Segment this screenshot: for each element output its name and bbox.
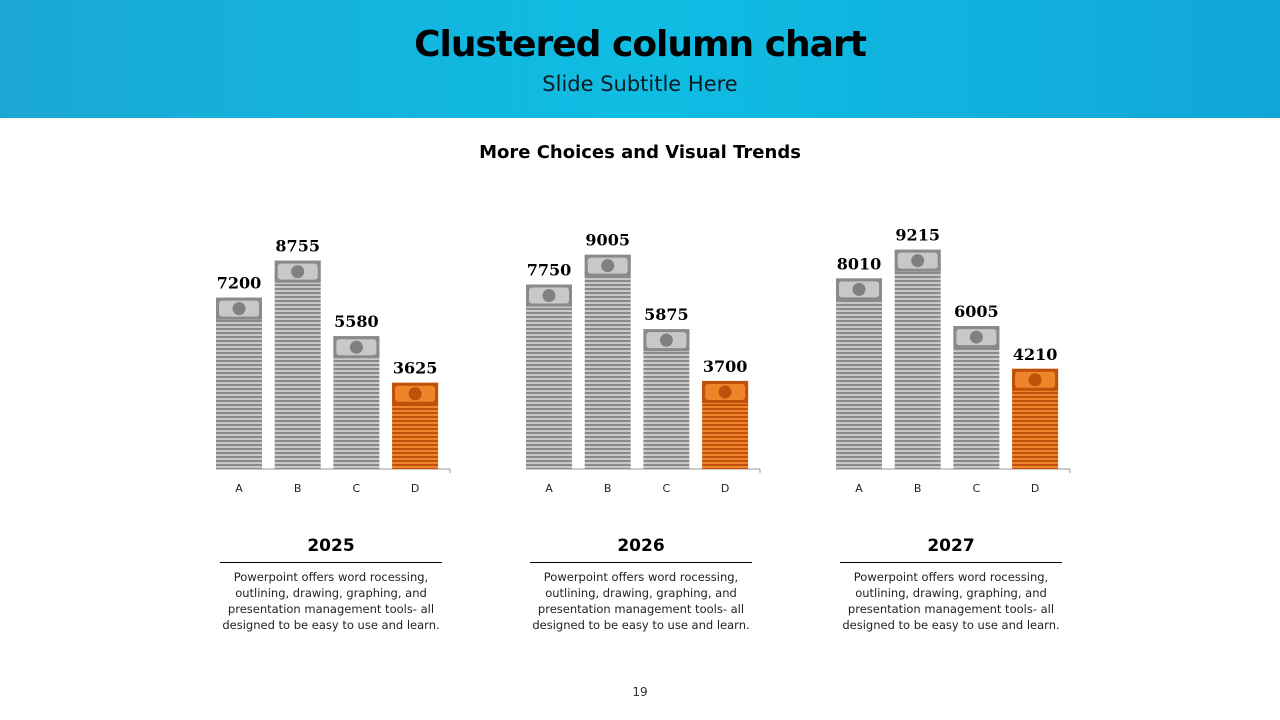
category-label: A — [235, 482, 243, 495]
panel-text: Powerpoint offers word rocessing, outlin… — [842, 570, 1060, 632]
bar — [953, 326, 1000, 469]
category-label: A — [545, 482, 553, 495]
bar — [333, 336, 380, 469]
bill-coin-icon — [911, 254, 925, 268]
panel-year: 2025 — [307, 536, 355, 556]
bill-coin-icon — [852, 282, 866, 296]
category-label: D — [411, 482, 419, 495]
category-label: C — [973, 482, 981, 495]
category-label: A — [855, 482, 863, 495]
data-label: 8010 — [837, 254, 882, 273]
bar — [894, 249, 941, 469]
data-label: 7200 — [217, 274, 262, 293]
data-label: 7750 — [527, 261, 572, 280]
bill-coin-icon — [1028, 373, 1042, 387]
bill-coin-icon — [349, 340, 363, 354]
chart-title: More Choices and Visual Trends — [479, 142, 801, 163]
header-banner: Clustered column chart Slide Subtitle He… — [0, 0, 1280, 118]
data-label: 3625 — [393, 359, 438, 378]
bar — [836, 278, 882, 469]
panel-text: Powerpoint offers word rocessing, outlin… — [222, 570, 440, 632]
category-label: C — [353, 482, 361, 495]
category-label: B — [914, 482, 922, 495]
data-label: 9215 — [895, 226, 940, 245]
divider — [530, 562, 752, 563]
data-label: 3700 — [703, 357, 748, 376]
bill-coin-icon — [969, 330, 983, 344]
divider — [840, 562, 1062, 563]
bill-coin-icon — [291, 265, 305, 279]
bill-coin-icon — [232, 302, 246, 316]
data-label: 4210 — [1013, 345, 1058, 364]
category-label: B — [604, 482, 612, 495]
panel-text: Powerpoint offers word rocessing, outlin… — [532, 570, 750, 632]
data-label: 8755 — [275, 237, 320, 256]
page-number: 19 — [632, 685, 648, 699]
bill-coin-icon — [601, 259, 615, 273]
slide-subtitle: Slide Subtitle Here — [542, 72, 738, 96]
data-label: 6005 — [954, 302, 999, 321]
data-label: 5580 — [334, 312, 379, 331]
bar — [643, 329, 690, 469]
bill-coin-icon — [542, 289, 556, 303]
data-label: 9005 — [585, 231, 630, 250]
bar — [526, 284, 572, 469]
bar — [584, 254, 631, 469]
bill-coin-icon — [659, 333, 673, 347]
category-label: B — [294, 482, 302, 495]
bill-coin-icon — [408, 387, 422, 401]
data-label: 5875 — [644, 305, 689, 324]
panel-year: 2026 — [617, 536, 665, 556]
bar — [216, 297, 262, 469]
divider — [220, 562, 442, 563]
category-label: D — [721, 482, 729, 495]
slide-title: Clustered column chart — [414, 24, 867, 65]
category-label: D — [1031, 482, 1039, 495]
category-label: C — [663, 482, 671, 495]
panel-year: 2027 — [927, 536, 975, 556]
bar — [274, 260, 321, 469]
bill-coin-icon — [718, 385, 732, 399]
